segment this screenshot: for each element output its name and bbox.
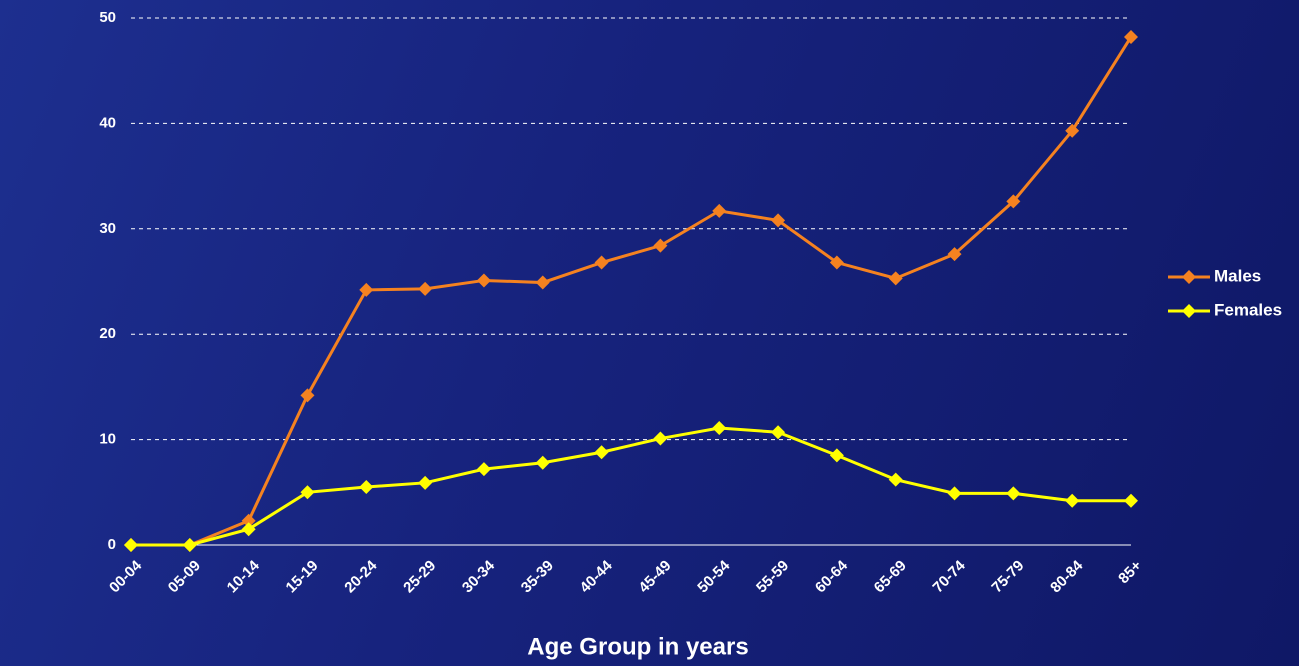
point-marker — [241, 513, 256, 528]
point-marker — [594, 255, 609, 270]
point-marker — [476, 462, 491, 477]
x-tick-label: 40-44 — [577, 557, 617, 597]
legend-marker — [1182, 304, 1196, 318]
point-marker — [418, 281, 433, 296]
point-marker — [947, 247, 962, 262]
x-tick-label: 25-29 — [400, 557, 439, 596]
x-tick-label: 45-49 — [635, 557, 674, 596]
x-tick-label: 00-04 — [106, 557, 146, 597]
x-tick-label: 85+ — [1115, 557, 1145, 587]
point-marker — [888, 472, 903, 487]
point-marker — [771, 425, 786, 440]
point-marker — [476, 273, 491, 288]
x-tick-label: 80-84 — [1047, 557, 1087, 597]
point-marker — [829, 448, 844, 463]
y-tick-label: 50 — [99, 9, 116, 26]
x-tick-label: 50-54 — [694, 557, 734, 597]
legend-marker — [1182, 270, 1196, 284]
point-marker — [771, 213, 786, 228]
y-tick-label: 20 — [99, 325, 116, 342]
point-marker — [124, 538, 138, 552]
point-marker — [535, 275, 550, 290]
point-marker — [300, 388, 315, 403]
y-tick-label: 40 — [99, 114, 116, 131]
point-marker — [241, 522, 256, 537]
point-marker — [829, 255, 844, 270]
point-marker — [653, 431, 668, 446]
point-marker — [594, 445, 609, 460]
x-axis-label: Age Group in years — [527, 633, 748, 660]
y-tick-label: 10 — [99, 431, 116, 448]
point-marker — [1065, 123, 1080, 138]
y-tick-label: 0 — [108, 536, 116, 553]
series-line — [131, 426, 1131, 547]
point-marker — [359, 480, 374, 495]
point-marker — [1006, 194, 1021, 209]
x-tick-label: 60-64 — [812, 557, 852, 597]
y-axis-label: Rate per 100,000 popu — [21, 171, 44, 394]
point-marker — [712, 203, 727, 218]
point-marker — [535, 455, 550, 470]
point-marker — [1124, 29, 1138, 44]
point-marker — [418, 475, 433, 490]
y-tick-label: 30 — [99, 220, 116, 237]
x-tick-label: 55-59 — [753, 557, 792, 596]
legend-label: Females — [1214, 300, 1282, 319]
series-line — [131, 36, 1133, 547]
point-marker — [947, 486, 962, 501]
point-marker — [359, 282, 374, 297]
x-tick-label: 75-79 — [988, 557, 1027, 596]
x-tick-label: 05-09 — [165, 557, 204, 596]
point-marker — [1006, 486, 1021, 501]
point-marker — [182, 538, 197, 552]
x-tick-label: 20-24 — [341, 557, 381, 597]
x-tick-label: 30-34 — [459, 557, 499, 597]
point-marker — [300, 485, 315, 500]
point-marker — [1065, 493, 1080, 508]
x-tick-label: 15-19 — [283, 557, 322, 596]
x-tick-label: 70-74 — [930, 557, 970, 597]
point-marker — [712, 421, 727, 436]
legend-label: Males — [1214, 266, 1261, 285]
x-tick-label: 35-39 — [518, 557, 557, 596]
point-marker — [653, 238, 668, 253]
point-marker — [1124, 493, 1138, 508]
x-tick-label: 65-69 — [871, 557, 910, 596]
point-marker — [888, 271, 903, 286]
x-tick-label: 10-14 — [224, 557, 264, 597]
